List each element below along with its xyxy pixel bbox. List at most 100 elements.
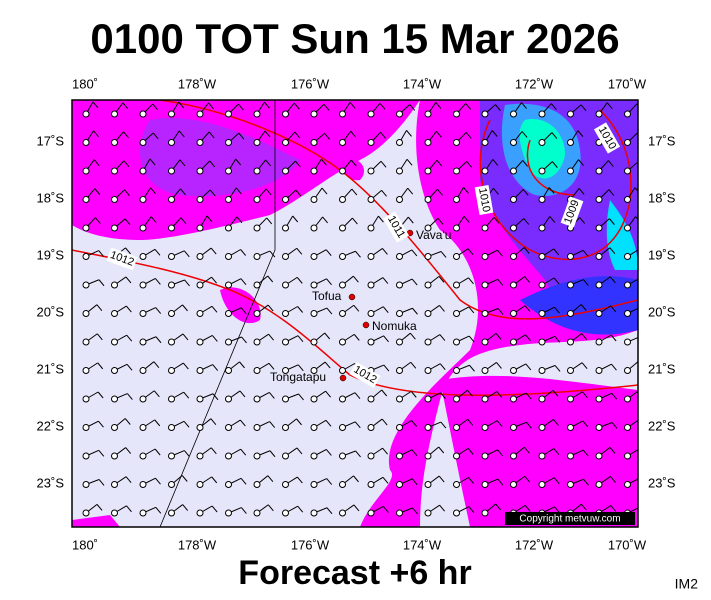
barb-station <box>111 509 118 517</box>
barb-flag <box>610 505 617 512</box>
barb-flag <box>640 449 645 455</box>
barb-station <box>453 110 460 118</box>
barb-station <box>253 281 261 289</box>
barb-station <box>481 139 489 146</box>
barb-station <box>339 452 346 460</box>
barb-station <box>111 481 118 488</box>
barb-flag <box>325 390 331 398</box>
barb-station <box>595 224 603 232</box>
barb-flag <box>553 419 559 426</box>
barb-flag <box>410 361 417 369</box>
barb-flag <box>324 332 331 340</box>
barb-flag <box>184 279 190 287</box>
wind-barb <box>225 448 247 460</box>
barb-flag <box>183 421 190 428</box>
barb-flag <box>468 477 475 484</box>
wind-barb <box>538 277 560 289</box>
barb-flag <box>640 307 645 313</box>
barb-flag <box>437 217 444 225</box>
barb-flag <box>180 217 187 225</box>
wind-barb <box>339 159 357 175</box>
wind-barb <box>481 104 501 118</box>
barb-flag <box>521 131 528 138</box>
barb-station <box>196 481 204 488</box>
barb-flag <box>240 448 247 456</box>
wind-barb <box>510 218 530 232</box>
wind-barb <box>282 306 304 317</box>
barb-flag <box>524 475 531 483</box>
barb-station <box>225 452 232 460</box>
barb-station <box>396 509 403 517</box>
barb-station <box>310 196 318 203</box>
barb-flag <box>293 102 300 110</box>
barb-station <box>453 253 460 260</box>
wind-barb <box>282 505 304 517</box>
barb-station <box>310 253 318 260</box>
barb-station <box>111 310 118 317</box>
barb-station <box>424 139 432 146</box>
barb-flag <box>126 364 133 371</box>
barb-flag <box>467 418 474 426</box>
barb-station <box>453 167 460 175</box>
barb-station <box>82 196 90 203</box>
lat-label: 19˚S <box>648 247 676 262</box>
lon-label: 180˚ <box>72 76 98 91</box>
barb-station <box>567 310 574 317</box>
barb-station <box>567 167 574 175</box>
wind-barb <box>111 334 133 346</box>
barb-flag <box>211 505 218 513</box>
wind-barb <box>339 275 359 289</box>
barb-flag <box>353 504 360 512</box>
wind-barb <box>567 159 584 175</box>
wind-barb <box>624 187 638 203</box>
lat-label: 17˚S <box>37 133 65 148</box>
wind-barb <box>253 450 276 460</box>
barb-station <box>339 338 346 346</box>
barb-flag <box>579 217 586 224</box>
barb-flag <box>323 103 330 111</box>
wind-barb <box>367 476 389 488</box>
barb-station <box>367 253 375 260</box>
wind-barb <box>111 131 129 146</box>
barb-station <box>82 424 90 431</box>
lon-label: 174˚W <box>403 537 442 552</box>
wind-barb <box>225 132 245 146</box>
barb-station <box>339 110 346 118</box>
barb-station <box>396 338 403 346</box>
barb-flag <box>583 478 589 486</box>
barb-station <box>538 167 546 175</box>
barb-flag <box>325 249 332 257</box>
wind-barb <box>396 507 418 517</box>
barb-flag <box>239 419 246 427</box>
barb-flag <box>524 505 531 512</box>
barb-station <box>111 367 118 374</box>
wind-barb <box>168 279 190 289</box>
barb-station <box>82 224 90 232</box>
barb-flag <box>350 130 357 138</box>
barb-station <box>396 253 403 260</box>
barb-station <box>310 224 318 232</box>
barb-station <box>453 452 460 460</box>
barb-station <box>624 167 631 175</box>
barb-station <box>111 196 118 203</box>
barb-flag <box>465 103 472 110</box>
barb-flag <box>611 392 618 400</box>
wind-barb <box>481 503 502 517</box>
barb-station <box>396 424 403 431</box>
wind-barb <box>111 363 133 374</box>
barb-station <box>339 224 346 232</box>
barb-flag <box>382 277 389 284</box>
barb-flag <box>182 362 189 370</box>
wind-barb <box>168 304 188 317</box>
wind-barb <box>453 389 473 403</box>
barb-station <box>82 253 90 260</box>
wind-barb <box>139 419 161 431</box>
wind-barb <box>595 218 615 232</box>
barb-flag <box>295 189 302 197</box>
barb-station <box>595 110 603 118</box>
barb-station <box>453 338 460 346</box>
wind-barb <box>339 450 361 460</box>
barb-station <box>82 509 90 517</box>
barb-flag <box>96 333 103 341</box>
wind-barb <box>310 216 329 232</box>
